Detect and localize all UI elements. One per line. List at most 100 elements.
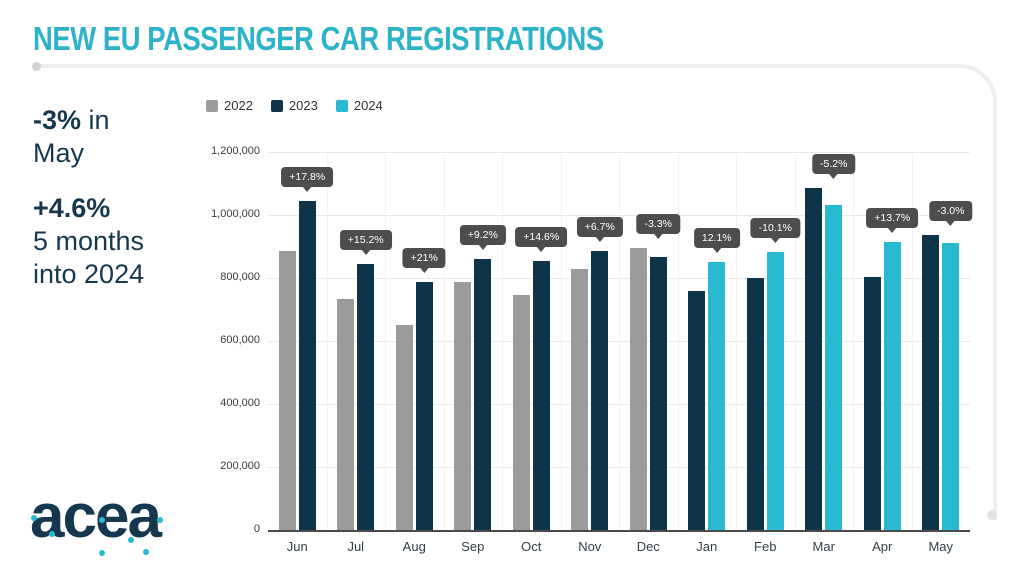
bar-2023-nov — [591, 251, 609, 530]
callout-sep: +9.2% — [459, 224, 506, 250]
legend-swatch-2022 — [206, 99, 218, 112]
callout-nov: +6.7% — [576, 217, 623, 243]
bar-2024-jan — [708, 261, 726, 530]
x-axis-label-dec: Dec — [636, 539, 660, 554]
stat-ytd-line2: 5 months — [33, 226, 145, 256]
callout-feb: -10.1% — [750, 217, 800, 243]
callout-dec: -3.3% — [636, 213, 680, 239]
legend-swatch-2024 — [335, 99, 348, 112]
callout-mar: -5.2% — [812, 153, 856, 179]
x-axis-label-feb: Feb — [754, 539, 777, 554]
bar-2023-apr — [863, 277, 881, 530]
x-axis-label-jul: Jul — [347, 539, 365, 554]
callout-oct: +14.6% — [515, 226, 568, 252]
stat-may-line1: -3% in — [33, 104, 110, 137]
legend-label: 2024 — [353, 98, 383, 113]
bar-2022-jul — [337, 298, 355, 530]
stat-may-value: -3% — [33, 105, 82, 135]
legend-item-2023: 2023 — [270, 98, 318, 113]
gridline-x — [619, 152, 620, 530]
bar-2023-sep — [474, 258, 492, 530]
bar-2022-sep — [454, 282, 472, 530]
stat-may-suffix: in — [81, 105, 110, 135]
frame-dot-bottom — [987, 510, 997, 520]
callout-aug: +21% — [402, 247, 446, 273]
bar-2023-jun — [298, 200, 316, 530]
bar-2024-apr — [883, 242, 901, 530]
x-axis-label-may: May — [928, 539, 954, 554]
page-title: NEW EU PASSENGER CAR REGISTRATIONS — [33, 20, 604, 57]
x-axis-label-sep: Sep — [461, 539, 485, 554]
y-axis-tick-label: 0 — [253, 523, 260, 535]
y-axis-tick-label: 800,000 — [220, 271, 260, 283]
bar-2023-oct — [532, 260, 550, 530]
callout-jan: 12.1% — [693, 227, 740, 253]
gridline-x — [561, 152, 562, 530]
legend-label: 2023 — [288, 98, 318, 113]
bar-2023-dec — [649, 256, 667, 530]
callout-jun: +17.8% — [281, 166, 334, 192]
logo-accent-dot — [49, 531, 55, 537]
gridline-x — [327, 152, 328, 530]
x-axis-label-jan: Jan — [696, 539, 718, 554]
legend-label: 2022 — [224, 98, 253, 113]
logo-accent-dot — [157, 517, 163, 523]
x-axis-label-nov: Nov — [578, 539, 602, 554]
x-axis-label-aug: Aug — [402, 539, 426, 554]
chart-legend: 2022 2023 2024 — [206, 98, 383, 113]
bar-2023-feb — [746, 278, 764, 530]
stat-may-change: -3% in May — [33, 104, 110, 170]
y-axis-tick-label: 200,000 — [220, 460, 260, 472]
legend-swatch-2023 — [270, 99, 283, 112]
y-axis-tick-label: 600,000 — [220, 334, 260, 346]
bar-2023-jul — [357, 263, 375, 530]
stat-may-line2: May — [33, 138, 85, 168]
stat-ytd-change: +4.6% 5 months into 2024 — [33, 192, 144, 291]
acea-logo-text: acea — [30, 482, 162, 551]
decorative-frame — [36, 64, 997, 520]
x-axis-label-mar: Mar — [812, 539, 835, 554]
callout-jul: +15.2% — [339, 229, 392, 255]
gridline-x — [678, 152, 679, 530]
frame-dot-left — [32, 62, 41, 71]
bar-2022-jun — [278, 250, 296, 530]
stat-ytd-line3: into 2024 — [33, 259, 145, 289]
logo-accent-dot — [99, 517, 105, 523]
bar-2023-mar — [805, 187, 823, 530]
bar-2022-nov — [571, 268, 589, 530]
legend-item-2024: 2024 — [335, 98, 383, 113]
gridline-x — [736, 152, 737, 530]
stat-ytd-value: +4.6% — [33, 193, 111, 223]
bar-2022-aug — [395, 325, 413, 530]
acea-logo: acea — [30, 486, 163, 556]
gridline-x — [795, 152, 796, 530]
callout-may: -3.0% — [929, 200, 973, 226]
logo-accent-dot — [143, 549, 149, 555]
bar-2023-jan — [688, 290, 706, 530]
x-axis-label-oct: Oct — [521, 539, 542, 554]
x-axis-label-apr: Apr — [872, 539, 893, 554]
logo-accent-dot — [128, 537, 134, 543]
gridline-x — [444, 152, 445, 530]
bar-2024-feb — [766, 251, 784, 530]
x-axis-label-jun: Jun — [286, 539, 308, 554]
bar-2022-dec — [629, 247, 647, 530]
legend-item-2022: 2022 — [206, 98, 253, 113]
logo-accent-dot — [99, 550, 105, 556]
bar-2022-oct — [512, 295, 530, 530]
y-axis-tick-label: 1,200,000 — [211, 145, 260, 157]
gridline-x — [502, 152, 503, 530]
gridline-x — [385, 152, 386, 530]
bar-2023-aug — [415, 281, 433, 530]
logo-accent-dot — [31, 515, 37, 521]
bar-2023-may — [922, 234, 940, 530]
x-axis-line — [268, 530, 970, 532]
callout-apr: +13.7% — [866, 208, 919, 234]
y-axis-tick-label: 1,000,000 — [211, 208, 260, 220]
gridline-x — [853, 152, 854, 530]
bar-2024-mar — [825, 205, 843, 530]
y-axis-tick-label: 400,000 — [220, 397, 260, 409]
gridline-x — [912, 152, 913, 530]
